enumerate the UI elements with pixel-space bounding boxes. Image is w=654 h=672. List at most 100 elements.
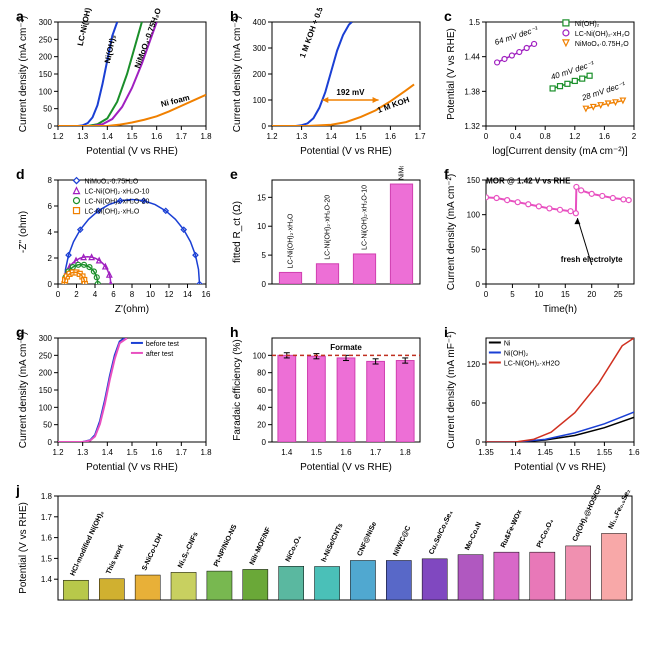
svg-text:60: 60: [471, 399, 480, 408]
svg-text:0: 0: [476, 438, 481, 447]
svg-text:50: 50: [471, 245, 480, 254]
svg-text:2: 2: [74, 290, 79, 299]
svg-text:250: 250: [39, 35, 53, 44]
svg-text:20: 20: [587, 290, 596, 299]
svg-text:fitted R_ct (Ω): fitted R_ct (Ω): [232, 201, 243, 263]
svg-text:Current density (mA cm⁻²): Current density (mA cm⁻²): [446, 174, 457, 290]
svg-text:LC-Ni(OH)₂·xH₂O: LC-Ni(OH)₂·xH₂O: [85, 209, 140, 216]
svg-text:50: 50: [43, 421, 52, 430]
svg-text:150: 150: [39, 70, 53, 79]
svg-text:1.3: 1.3: [77, 132, 89, 141]
panel-label-d: d: [16, 166, 25, 182]
svg-text:Current density (mA cm⁻²): Current density (mA cm⁻²): [18, 16, 29, 132]
svg-text:Formate: Formate: [330, 343, 362, 352]
svg-text:1.2: 1.2: [266, 132, 278, 141]
svg-text:NiMoO₄·0.75H₂O: NiMoO₄·0.75H₂O: [399, 166, 406, 180]
svg-text:20: 20: [257, 421, 266, 430]
svg-text:2: 2: [632, 132, 637, 141]
svg-text:15: 15: [257, 193, 266, 202]
svg-text:1.4: 1.4: [102, 448, 114, 457]
svg-text:12: 12: [165, 290, 174, 299]
svg-text:1.35: 1.35: [478, 448, 494, 457]
svg-text:120: 120: [467, 360, 481, 369]
svg-text:1.45: 1.45: [537, 448, 553, 457]
svg-text:Ni(OH)₂: Ni(OH)₂: [103, 33, 118, 64]
svg-text:1 M KOH + 0.5 M methanol: 1 M KOH + 0.5 M methanol: [298, 8, 341, 59]
svg-text:1.5: 1.5: [355, 132, 367, 141]
panel-i: i1.351.41.451.51.551.6060120Potential (V…: [442, 324, 642, 474]
svg-text:6: 6: [48, 202, 53, 211]
svg-text:100: 100: [253, 96, 267, 105]
svg-text:1.6: 1.6: [41, 534, 53, 543]
svg-text:1.6: 1.6: [340, 448, 352, 457]
svg-text:Co(OH)₂@HOS/CP: Co(OH)₂@HOS/CP: [572, 484, 604, 543]
svg-text:8: 8: [48, 176, 53, 185]
svg-text:LC-Ni(OH)₂·xH₂O: LC-Ni(OH)₂·xH₂O: [288, 213, 295, 268]
svg-text:Z'(ohm): Z'(ohm): [115, 304, 149, 315]
svg-text:Potential (V vs RHE): Potential (V vs RHE): [514, 462, 606, 473]
svg-text:1.2: 1.2: [569, 132, 581, 141]
svg-text:1.2: 1.2: [52, 448, 64, 457]
svg-text:1.55: 1.55: [597, 448, 613, 457]
svg-text:CNF@NiSe: CNF@NiSe: [356, 521, 378, 557]
svg-text:250: 250: [39, 351, 53, 360]
svg-text:fresh electrolyte: fresh electrolyte: [561, 255, 623, 264]
panel-label-h: h: [230, 324, 239, 340]
panel-f: f0510152025050100150Time(h)Current densi…: [442, 166, 642, 316]
svg-text:400: 400: [253, 18, 267, 27]
svg-text:1.5: 1.5: [41, 554, 53, 563]
svg-text:1.38: 1.38: [464, 87, 480, 96]
svg-text:1.8: 1.8: [41, 492, 53, 501]
panel-d: d024681012141602468Z'(ohm)-Z'' (ohm)NiMo…: [14, 166, 214, 316]
svg-text:150: 150: [39, 386, 53, 395]
svg-text:150: 150: [467, 176, 481, 185]
svg-text:1.7: 1.7: [176, 132, 188, 141]
svg-text:Ni₁.₅Fe₀.₅Se₂: Ni₁.₅Fe₀.₅Se₂: [608, 488, 633, 530]
svg-text:60: 60: [257, 386, 266, 395]
svg-text:LC-Ni(OH)₂·xH₂O-20: LC-Ni(OH)₂·xH₂O-20: [325, 195, 332, 260]
panel-label-a: a: [16, 8, 24, 24]
svg-text:1.5: 1.5: [469, 18, 481, 27]
svg-text:1.8: 1.8: [200, 132, 212, 141]
svg-text:LC-Ni(OH)₂·xH₂O: LC-Ni(OH)₂·xH₂O: [76, 8, 98, 47]
svg-text:200: 200: [39, 53, 53, 62]
svg-text:10: 10: [257, 222, 266, 231]
svg-text:200: 200: [39, 369, 53, 378]
panel-label-f: f: [444, 166, 449, 182]
svg-text:h-NiSe/CNTs: h-NiSe/CNTs: [321, 522, 345, 563]
svg-text:15: 15: [561, 290, 570, 299]
svg-text:Time(h): Time(h): [543, 304, 577, 315]
svg-text:0: 0: [262, 122, 267, 131]
svg-text:1.6: 1.6: [599, 132, 611, 141]
svg-text:0: 0: [484, 132, 489, 141]
svg-text:1.2: 1.2: [52, 132, 64, 141]
svg-text:100: 100: [39, 87, 53, 96]
svg-text:300: 300: [253, 44, 267, 53]
svg-text:Potential (V vs RHE): Potential (V vs RHE): [86, 462, 178, 473]
svg-text:NiW/C@C: NiW/C@C: [392, 525, 412, 557]
svg-text:25: 25: [614, 290, 623, 299]
panel-e: e051015fitted R_ct (Ω)LC-Ni(OH)₂·xH₂OLC-…: [228, 166, 428, 316]
svg-text:1.6: 1.6: [151, 132, 163, 141]
panel-b: b1.21.31.41.51.61.70100200300400Potentia…: [228, 8, 428, 158]
svg-text:0: 0: [48, 122, 53, 131]
svg-text:NiMoO₄·0.75H₂O: NiMoO₄·0.75H₂O: [85, 179, 139, 186]
svg-text:Ni foam: Ni foam: [160, 93, 191, 109]
svg-text:14: 14: [183, 290, 192, 299]
svg-text:Ni(OH)₂: Ni(OH)₂: [504, 351, 529, 358]
svg-text:300: 300: [39, 334, 53, 343]
svg-text:LC-Ni(OH)₂·xH₂O: LC-Ni(OH)₂·xH₂O: [575, 31, 630, 38]
svg-text:LC-Ni(OH)₂·xH₂O-10: LC-Ni(OH)₂·xH₂O-10: [85, 189, 150, 196]
svg-text:0: 0: [56, 290, 61, 299]
panel-label-g: g: [16, 324, 25, 340]
panel-h: h020406080100Potential (V vs RHE)Faradai…: [228, 324, 428, 474]
svg-text:1.3: 1.3: [296, 132, 308, 141]
panel-j: j1.41.51.61.71.8Potential (V vs RHE)HCl-…: [14, 482, 640, 668]
svg-text:0: 0: [48, 280, 53, 289]
svg-text:before test: before test: [146, 341, 179, 348]
svg-text:0: 0: [262, 438, 267, 447]
svg-text:300: 300: [39, 18, 53, 27]
svg-text:Cu₂Se/Co₃Se₄: Cu₂Se/Co₃Se₄: [428, 510, 454, 556]
svg-text:Ni₃S₂-CNFs: Ni₃S₂-CNFs: [177, 531, 200, 569]
panel-label-e: e: [230, 166, 238, 182]
